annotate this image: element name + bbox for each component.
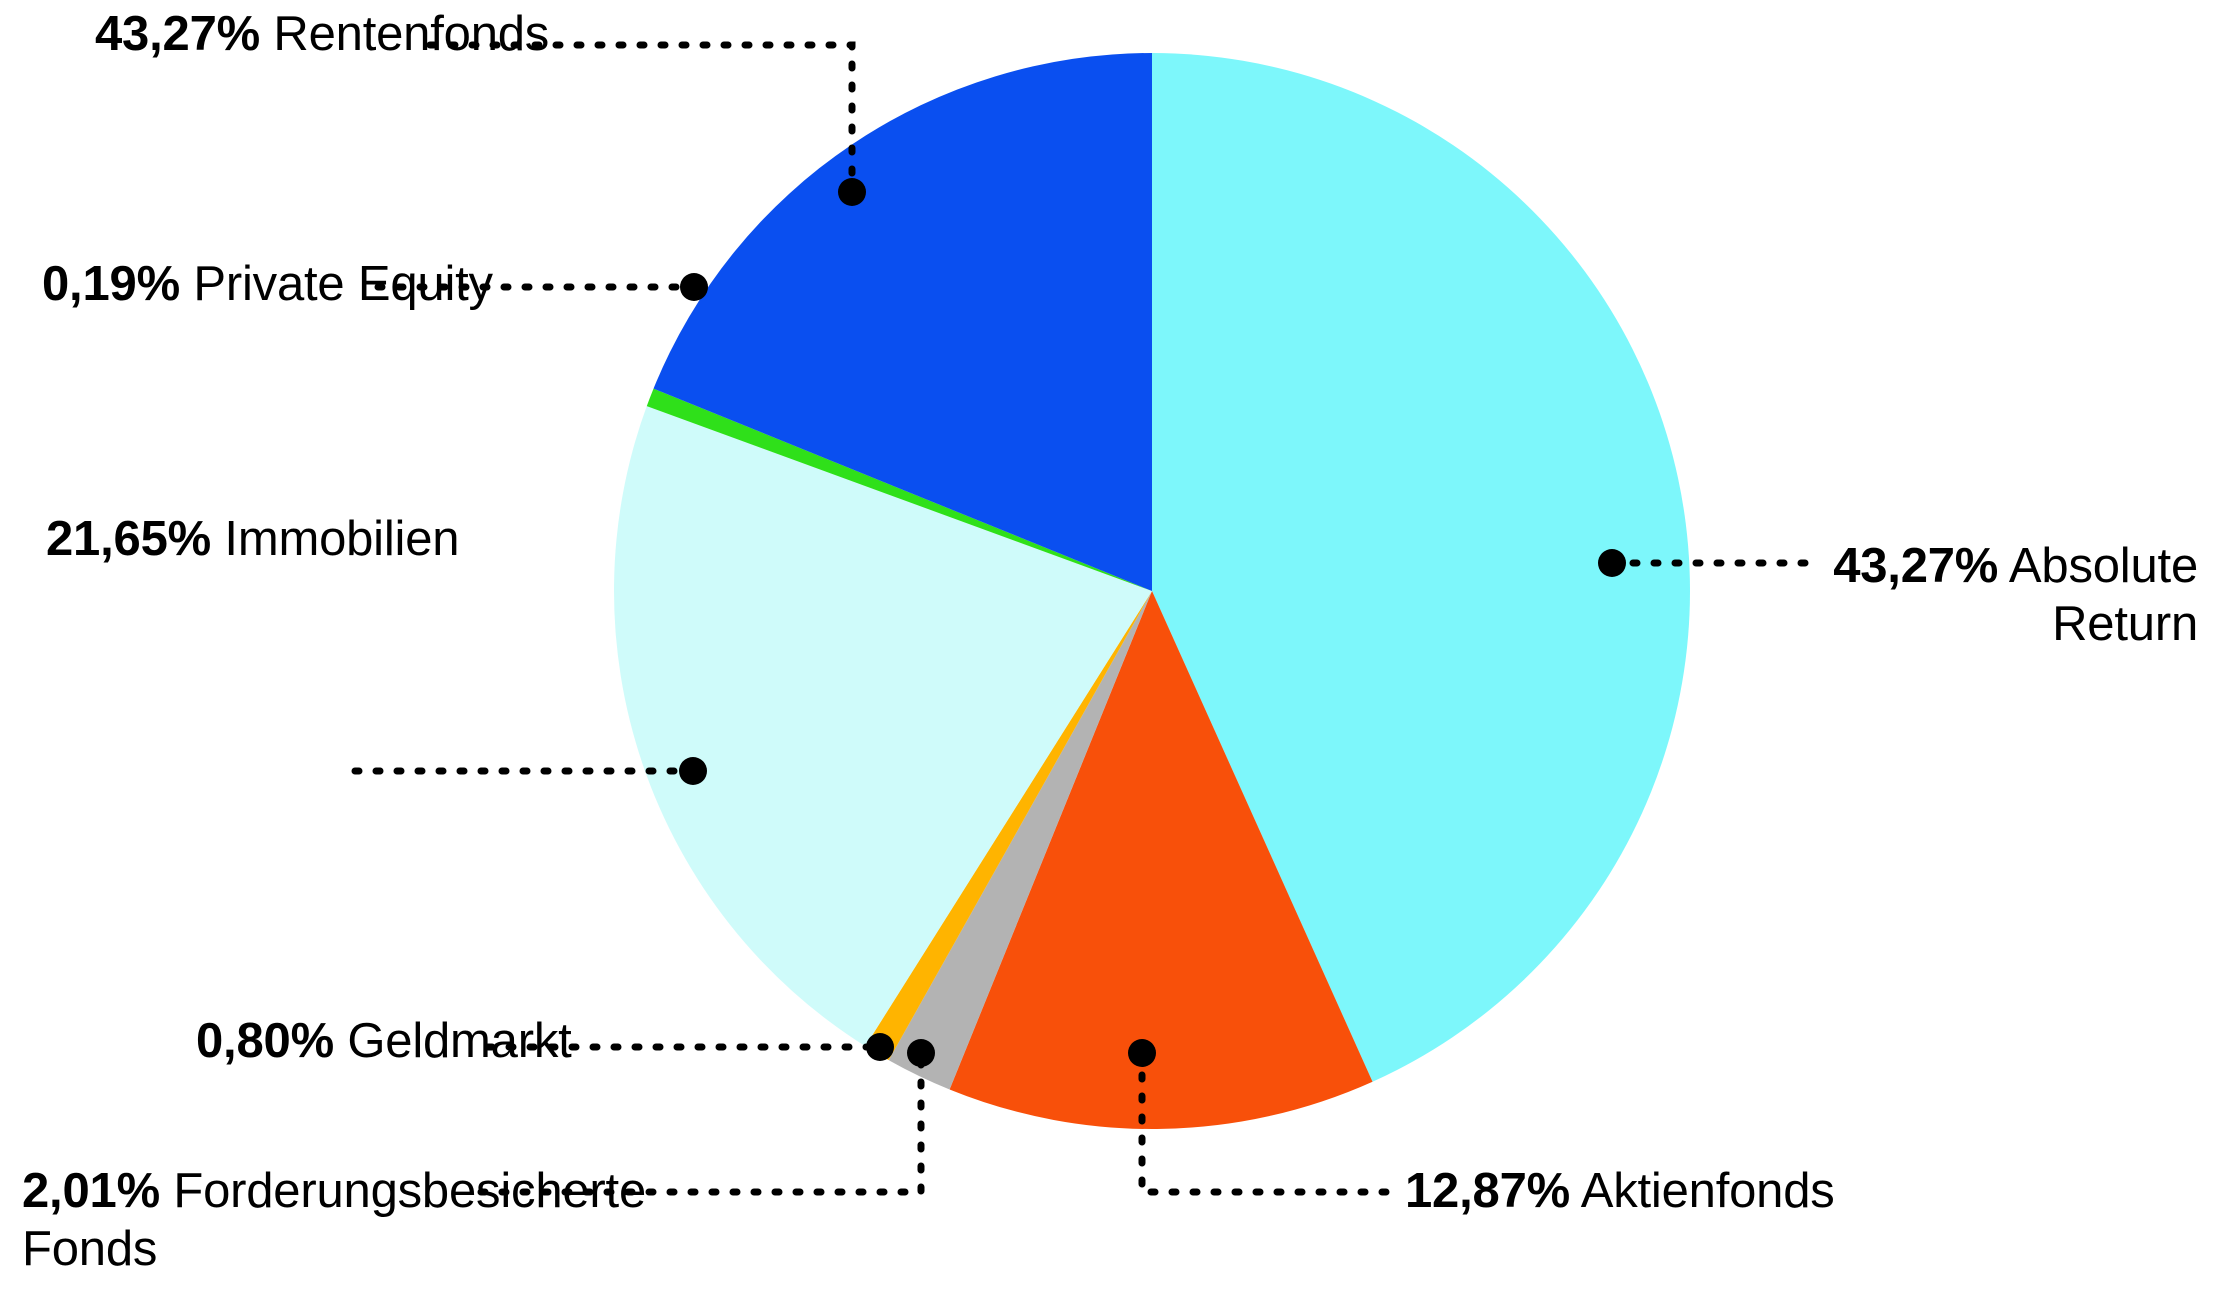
leader-line-forderungsbesicherte-fonds: [477, 1057, 925, 1196]
callout-immobilien: 21,65% Immobilien: [46, 511, 460, 569]
callout-rentenfonds-label: Rentenfonds: [273, 7, 550, 61]
leader-line-rentenfonds: [426, 41, 856, 189]
callout-rentenfonds-percent: 43,27%: [95, 7, 260, 61]
callout-geldmarkt: 0,80% Geldmarkt: [196, 1013, 572, 1071]
pie-slices: [614, 53, 1690, 1129]
callout-immobilien-percent: 21,65%: [46, 512, 211, 566]
leader-dot-private-equity: [680, 273, 708, 301]
callout-aktienfonds-percent: 12,87%: [1405, 1164, 1570, 1218]
leader-dot-absolute-return: [1598, 549, 1626, 577]
callout-forderungsbesicherte-fonds: 2,01% Forderungsbesicherte Fonds: [22, 1163, 682, 1279]
leader-line-aktienfonds: [1138, 1056, 1390, 1196]
callout-absolute-return: 43,27% Absolute Return: [1818, 538, 2198, 654]
callout-forderungsbesicherte-fonds-percent: 2,01%: [22, 1164, 160, 1218]
leader-dot-immobilien: [679, 757, 707, 785]
callout-rentenfonds: 43,27% Rentenfonds: [95, 6, 549, 64]
pie-slice-absolute-return[interactable]: [1152, 53, 1690, 1082]
callout-absolute-return-label: Absolute Return: [2008, 539, 2198, 651]
callout-forderungsbesicherte-fonds-label: Forderungsbesicherte Fonds: [22, 1164, 647, 1276]
leader-dot-rentenfonds: [838, 178, 866, 206]
callout-aktienfonds: 12,87% Aktienfonds: [1405, 1163, 1835, 1221]
callout-absolute-return-percent: 43,27%: [1833, 539, 1999, 593]
leader-dot-aktienfonds: [1128, 1039, 1156, 1067]
leader-dot-geldmarkt: [866, 1033, 894, 1061]
callout-immobilien-label: Immobilien: [224, 512, 460, 566]
pie-slice-immobilien[interactable]: [614, 406, 1152, 1047]
callout-private-equity-percent: 0,19%: [42, 257, 180, 311]
callout-aktienfonds-label: Aktienfonds: [1580, 1164, 1835, 1218]
leader-dots: [679, 178, 1626, 1067]
callout-geldmarkt-percent: 0,80%: [196, 1014, 334, 1068]
callout-geldmarkt-label: Geldmarkt: [347, 1014, 572, 1068]
pie-slice-forderungsbesicherte-fonds[interactable]: [888, 591, 1152, 1090]
callout-private-equity-label: Private Equity: [193, 257, 493, 311]
pie-slice-aktienfonds[interactable]: [949, 591, 1373, 1129]
leader-dot-forderungsbesicherte-fonds: [907, 1039, 935, 1067]
callout-private-equity: 0,19% Private Equity: [42, 256, 493, 314]
leader-lines: [351, 41, 1824, 1196]
pie-slice-rentenfonds[interactable]: [653, 53, 1152, 591]
pie-slice-geldmarkt[interactable]: [865, 591, 1152, 1061]
pie-slice-private-equity[interactable]: [646, 388, 1152, 591]
